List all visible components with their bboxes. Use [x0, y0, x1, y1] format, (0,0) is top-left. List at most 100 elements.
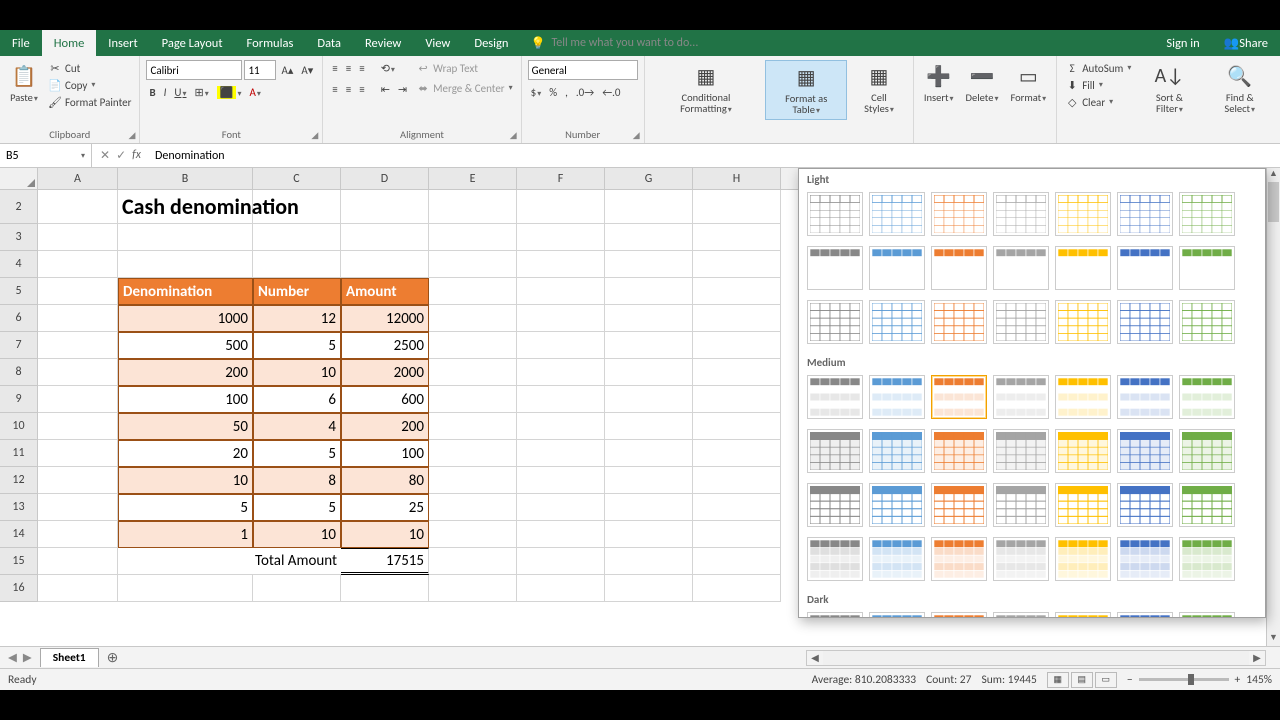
cell[interactable]: [517, 332, 605, 359]
cell[interactable]: [38, 548, 118, 575]
decrease-font-button[interactable]: A▾: [298, 62, 316, 79]
bold-button[interactable]: B: [146, 84, 158, 101]
cell[interactable]: 5: [118, 494, 253, 521]
column-header[interactable]: G: [605, 168, 693, 189]
cell[interactable]: 17515: [341, 548, 429, 575]
row-header[interactable]: 10: [0, 413, 38, 440]
cell[interactable]: [517, 224, 605, 251]
cell[interactable]: [38, 332, 118, 359]
cell[interactable]: [38, 575, 118, 602]
row-header[interactable]: 4: [0, 251, 38, 278]
cell[interactable]: 2000: [341, 359, 429, 386]
formula-input[interactable]: Denomination: [149, 149, 1280, 163]
cell[interactable]: Total Amount: [118, 548, 341, 575]
cell[interactable]: [605, 359, 693, 386]
table-style-thumb[interactable]: [807, 429, 863, 473]
cell[interactable]: [429, 359, 517, 386]
vertical-scrollbar[interactable]: ▲ ▼: [1266, 168, 1280, 646]
underline-button[interactable]: U▾: [171, 84, 189, 101]
row-header[interactable]: 9: [0, 386, 38, 413]
increase-decimal-button[interactable]: .0→: [573, 84, 597, 101]
cell[interactable]: 10: [118, 467, 253, 494]
cell[interactable]: [605, 386, 693, 413]
table-style-thumb[interactable]: [1179, 375, 1235, 419]
table-style-thumb[interactable]: [1117, 300, 1173, 344]
copy-button[interactable]: 📄Copy▾: [46, 77, 133, 93]
cell[interactable]: [605, 190, 693, 224]
cell[interactable]: 50: [118, 413, 253, 440]
cell[interactable]: [38, 494, 118, 521]
table-style-thumb[interactable]: [931, 429, 987, 473]
cell[interactable]: [605, 251, 693, 278]
tab-view[interactable]: View: [413, 30, 462, 56]
cell[interactable]: 5: [253, 332, 341, 359]
cell[interactable]: [429, 251, 517, 278]
table-style-thumb[interactable]: [993, 537, 1049, 581]
cell[interactable]: [517, 521, 605, 548]
dialog-launcher-icon[interactable]: ◢: [129, 130, 136, 141]
cell[interactable]: [118, 224, 253, 251]
table-style-thumb[interactable]: [931, 537, 987, 581]
cell[interactable]: [429, 386, 517, 413]
format-cells-button[interactable]: ▭Format▾: [1006, 60, 1050, 107]
page-layout-view-button[interactable]: ▤: [1071, 672, 1093, 688]
delete-cells-button[interactable]: ➖Delete▾: [962, 60, 1003, 107]
cell[interactable]: [38, 386, 118, 413]
cell[interactable]: [38, 440, 118, 467]
cell[interactable]: 10: [253, 359, 341, 386]
column-header[interactable]: D: [341, 168, 429, 189]
table-style-thumb[interactable]: [931, 375, 987, 419]
cell[interactable]: [517, 413, 605, 440]
cell[interactable]: [341, 190, 429, 224]
dialog-launcher-icon[interactable]: ◢: [633, 130, 640, 141]
cell[interactable]: [517, 548, 605, 575]
cell[interactable]: [429, 440, 517, 467]
accounting-format-button[interactable]: $▾: [528, 84, 545, 101]
cell[interactable]: 200: [341, 413, 429, 440]
cell[interactable]: 200: [118, 359, 253, 386]
row-header[interactable]: 7: [0, 332, 38, 359]
table-style-thumb[interactable]: [807, 300, 863, 344]
cell[interactable]: [429, 332, 517, 359]
tab-formulas[interactable]: Formulas: [235, 30, 306, 56]
sheet-tab[interactable]: Sheet1: [40, 648, 99, 667]
page-break-view-button[interactable]: ▭: [1095, 672, 1117, 688]
cell[interactable]: [38, 305, 118, 332]
row-header[interactable]: 5: [0, 278, 38, 305]
table-style-thumb[interactable]: [1179, 612, 1235, 618]
cell[interactable]: [38, 190, 118, 224]
cell[interactable]: [38, 224, 118, 251]
cell[interactable]: [38, 359, 118, 386]
cell[interactable]: Amount: [341, 278, 429, 305]
table-style-thumb[interactable]: [1117, 483, 1173, 527]
table-style-thumb[interactable]: [1055, 300, 1111, 344]
table-style-thumb[interactable]: [869, 612, 925, 618]
cell[interactable]: 4: [253, 413, 341, 440]
table-style-thumb[interactable]: [1055, 612, 1111, 618]
scroll-thumb[interactable]: [1268, 182, 1279, 222]
italic-button[interactable]: I: [161, 84, 170, 101]
wrap-text-button[interactable]: ↩Wrap Text: [414, 60, 515, 76]
table-style-thumb[interactable]: [993, 300, 1049, 344]
scroll-up-icon[interactable]: ▲: [1267, 168, 1280, 182]
table-style-thumb[interactable]: [931, 300, 987, 344]
chevron-down-icon[interactable]: ▾: [81, 151, 85, 161]
cell[interactable]: 6: [253, 386, 341, 413]
cell[interactable]: [429, 494, 517, 521]
column-header[interactable]: B: [118, 168, 253, 189]
cell[interactable]: [605, 575, 693, 602]
number-format-select[interactable]: [528, 60, 638, 80]
cut-button[interactable]: ✂Cut: [46, 60, 133, 76]
table-style-thumb[interactable]: [1055, 375, 1111, 419]
sign-in[interactable]: Sign in: [1154, 30, 1211, 56]
tab-review[interactable]: Review: [353, 30, 413, 56]
cell[interactable]: [429, 548, 517, 575]
table-style-thumb[interactable]: [931, 246, 987, 290]
table-style-thumb[interactable]: [1055, 429, 1111, 473]
cell[interactable]: 10: [341, 521, 429, 548]
cell[interactable]: [693, 251, 781, 278]
tab-home[interactable]: Home: [42, 30, 97, 56]
cell[interactable]: [429, 278, 517, 305]
cell[interactable]: [693, 413, 781, 440]
align-middle-button[interactable]: ≡: [343, 60, 354, 77]
